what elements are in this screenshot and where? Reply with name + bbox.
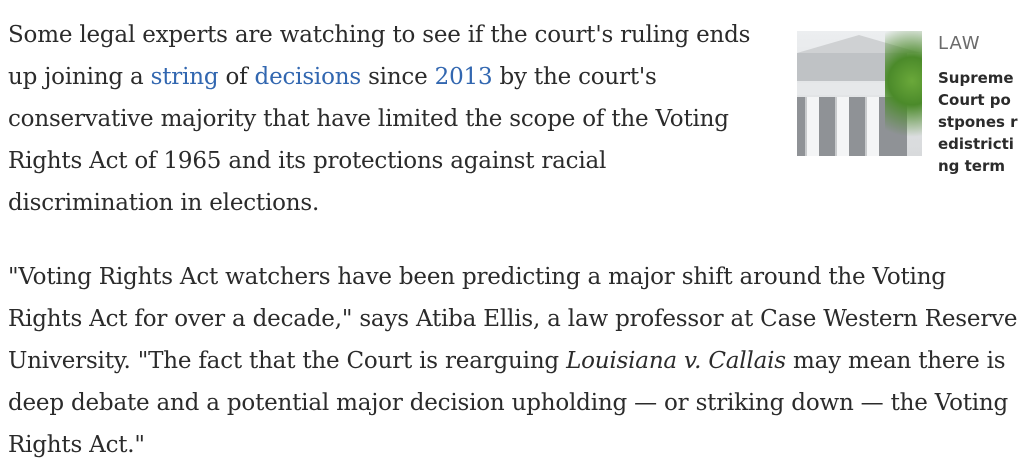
text: since — [360, 64, 435, 90]
related-story-card[interactable]: LAW Supreme Court postpones redistrictin… — [797, 31, 1019, 241]
text: of — [218, 64, 255, 90]
text: "Voting Rights Act watchers have been pr… — [8, 264, 1018, 374]
text: Some legal experts are watching to see i… — [8, 22, 751, 90]
case-name: Louisiana v. Callais — [566, 348, 786, 374]
related-headline[interactable]: Supreme Court postpones redistricting te… — [938, 69, 1018, 175]
supreme-court-image[interactable] — [797, 31, 922, 156]
link-decisions[interactable]: decisions — [254, 64, 362, 90]
text: may mean there is deep debate and a pote… — [8, 348, 1009, 458]
article-paragraph: Some legal experts are watching to see i… — [8, 14, 778, 224]
article-paragraph-quote: "Voting Rights Act watchers have been pr… — [8, 256, 1018, 466]
link-string[interactable]: string — [150, 64, 219, 90]
related-category[interactable]: LAW — [938, 33, 981, 54]
link-2013[interactable]: 2013 — [434, 64, 493, 90]
text: by the court's conservative majority tha… — [8, 64, 729, 216]
